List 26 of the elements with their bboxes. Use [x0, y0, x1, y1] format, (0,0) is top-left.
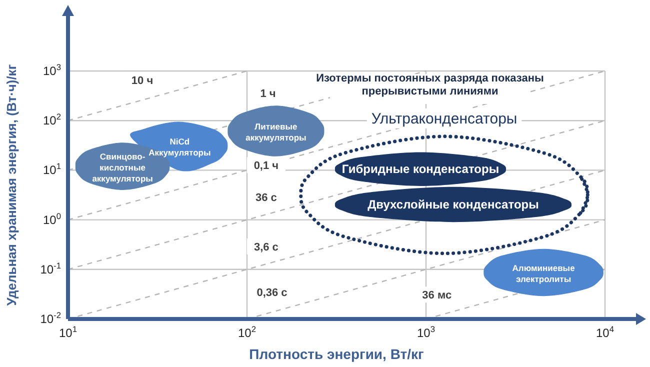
y-tick-label: 10$^{-2}$	[40, 310, 62, 326]
series-label: NiCd Аккумуляторы	[148, 136, 211, 158]
annotation: 10 ч	[131, 74, 154, 87]
x-tick-label: 10$^{1}$	[58, 324, 78, 340]
annotation: 0,1 ч	[254, 160, 279, 172]
annotation: 36 с	[255, 192, 277, 204]
y-axis-title: Удельная хранимая энергия, (Вт·ч)/кг	[4, 64, 19, 306]
series-label: Ультраконденсаторы	[371, 110, 518, 128]
x-tick-label: 10$^{3}$	[416, 324, 436, 340]
series-label: Алюминиевые электролиты	[512, 262, 576, 284]
x-axis-title: Плотность энергии, Вт/кг	[249, 346, 424, 362]
series-label: Гибридные конденсаторы	[342, 162, 500, 176]
y-tick-label: 10$^{1}$	[42, 161, 62, 178]
y-tick-label: 10$^{3}$	[42, 62, 62, 78]
x-tick-label: 10$^{2}$	[238, 324, 256, 340]
annotation: 0,36 с	[256, 287, 288, 299]
series-label: Литиевые аккумуляторы	[246, 122, 306, 143]
annotation: Изотермы постоянных разряда показаны прерывистыми линиями	[316, 72, 544, 98]
x-tick-label: 10$^{4}$	[596, 324, 614, 340]
series-label: Двухслойные конденсаторы	[368, 198, 539, 212]
y-tick-label: 10$^{-1}$	[40, 260, 62, 276]
annotation: 36 мс	[422, 290, 452, 302]
annotation: 1 ч	[260, 88, 276, 100]
y-tick-label: 10$^{0}$	[42, 210, 62, 227]
annotation: 3,6 с	[254, 241, 278, 254]
y-tick-label: 10$^{2}$	[42, 112, 62, 128]
